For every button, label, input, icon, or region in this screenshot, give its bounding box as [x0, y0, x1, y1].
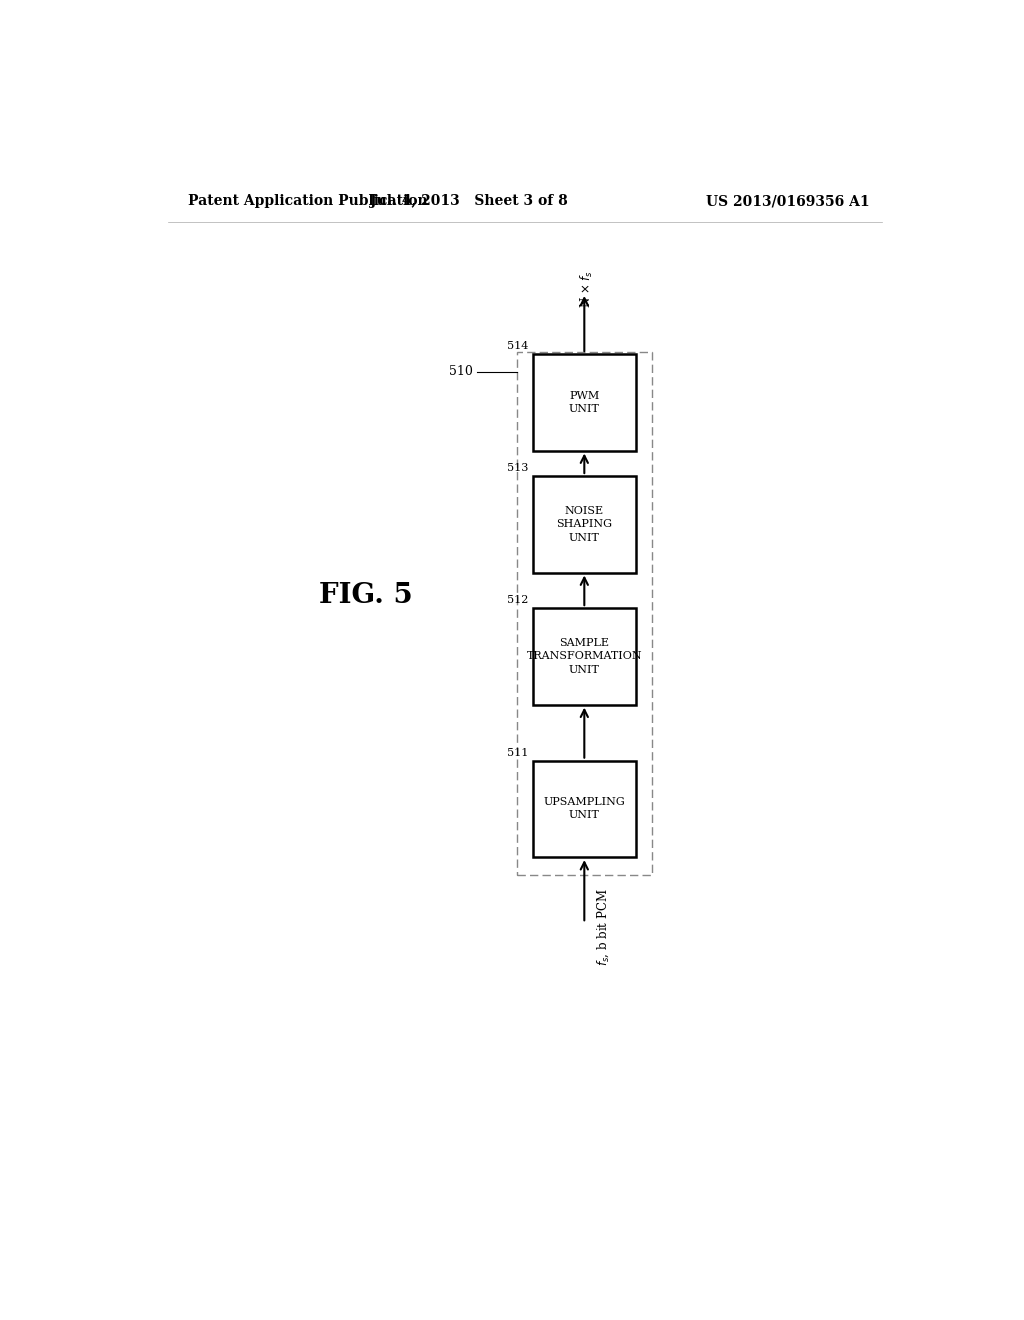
Text: NOISE
SHAPING
UNIT: NOISE SHAPING UNIT — [556, 506, 612, 543]
Text: $f_s$, b bit PCM: $f_s$, b bit PCM — [595, 888, 611, 966]
Text: FIG. 5: FIG. 5 — [319, 582, 413, 609]
Text: 513: 513 — [507, 463, 528, 473]
Text: 512: 512 — [507, 595, 528, 605]
Text: US 2013/0169356 A1: US 2013/0169356 A1 — [707, 194, 870, 209]
Bar — [532, 760, 636, 857]
Text: 510: 510 — [450, 366, 473, 379]
Text: Patent Application Publication: Patent Application Publication — [187, 194, 427, 209]
Bar — [532, 354, 636, 450]
Text: SAMPLE
TRANSFORMATION
UNIT: SAMPLE TRANSFORMATION UNIT — [526, 639, 642, 675]
Bar — [532, 477, 636, 573]
Text: N $\times$ $f_s$: N $\times$ $f_s$ — [580, 271, 595, 308]
Bar — [517, 351, 652, 875]
Bar — [532, 609, 636, 705]
Text: 511: 511 — [507, 747, 528, 758]
Text: UPSAMPLING
UNIT: UPSAMPLING UNIT — [544, 797, 626, 821]
Text: 514: 514 — [507, 341, 528, 351]
Text: Jul. 4, 2013   Sheet 3 of 8: Jul. 4, 2013 Sheet 3 of 8 — [371, 194, 568, 209]
Text: PWM
UNIT: PWM UNIT — [569, 391, 600, 414]
